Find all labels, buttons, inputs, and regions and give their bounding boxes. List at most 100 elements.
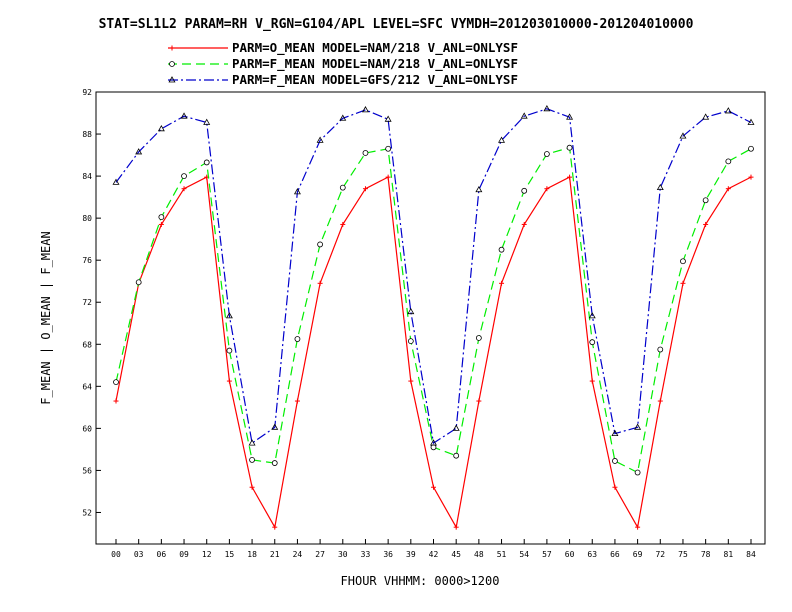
data-point: [702, 113, 710, 120]
data-point: [543, 151, 550, 157]
data-point: [407, 307, 415, 315]
data-point: [430, 439, 437, 446]
data-point: [181, 173, 187, 179]
data-point: [566, 113, 574, 120]
data-point: [157, 124, 165, 132]
chart-title: STAT=SL1L2 PARAM=RH V_RGN=G104/APL LEVEL…: [99, 17, 694, 32]
data-point: [293, 188, 301, 195]
data-point: [521, 187, 528, 194]
y-tick-label: 56: [82, 466, 92, 475]
data-point: [748, 145, 754, 152]
data-point: [158, 214, 165, 220]
x-tick-label: 12: [202, 550, 212, 559]
series-line: [115, 108, 752, 445]
data-point: [249, 457, 255, 463]
data-point: [180, 112, 188, 119]
x-tick-label: 36: [383, 550, 393, 559]
data-point: [612, 458, 618, 464]
x-tick-label: 63: [587, 550, 597, 559]
data-point: [385, 145, 392, 152]
y-tick-label: 52: [82, 508, 92, 517]
y-tick-label: 88: [82, 130, 92, 139]
x-tick-label: 66: [610, 550, 620, 559]
y-tick-label: 60: [82, 424, 92, 433]
x-tick-label: 42: [429, 550, 439, 559]
data-point: [135, 148, 143, 155]
x-tick-label: 27: [315, 550, 325, 559]
x-tick-label: 69: [633, 550, 643, 559]
x-tick-label: 54: [519, 550, 529, 559]
data-point: [135, 279, 142, 286]
data-point: [679, 132, 687, 139]
data-point: [475, 335, 482, 341]
data-point: [294, 336, 301, 342]
y-tick-label: 72: [82, 298, 92, 307]
y-tick-label: 84: [82, 172, 92, 181]
x-tick-label: 39: [406, 550, 416, 559]
series-2: [113, 144, 754, 476]
data-point: [657, 346, 664, 353]
y-tick-label: 76: [82, 256, 92, 265]
data-point: [634, 469, 641, 476]
data-point: [169, 61, 175, 67]
data-point: [168, 76, 176, 83]
data-point: [226, 347, 233, 354]
data-point: [453, 452, 460, 459]
x-tick-label: 00: [111, 550, 121, 559]
series-1: [113, 174, 754, 530]
legend-label: PARM=F_MEAN MODEL=GFS/212 V_ANL=ONLYSF: [232, 72, 518, 88]
data-point: [588, 312, 596, 319]
legend-label: PARM=F_MEAN MODEL=NAM/218 V_ANL=ONLYSF: [232, 56, 518, 72]
x-tick-label: 33: [361, 550, 371, 559]
data-point: [203, 118, 211, 125]
x-tick-label: 75: [678, 550, 688, 559]
data-point: [611, 429, 619, 437]
y-tick-label: 64: [82, 382, 92, 391]
data-point: [384, 115, 392, 122]
plot-frame: [95, 91, 766, 545]
series-layer: [112, 104, 755, 530]
x-tick-label: 57: [542, 550, 552, 559]
data-point: [747, 118, 755, 125]
data-point: [225, 312, 233, 319]
data-point: [113, 379, 119, 386]
data-point: [112, 178, 120, 185]
x-axis: 00 03 06 09 12 15 18 21 24 27 30 33 36 39 42 45 48 51 54 57…: [111, 539, 756, 559]
data-point: [589, 339, 596, 346]
x-tick-label: 72: [655, 550, 665, 559]
x-tick-label: 09: [179, 550, 189, 559]
x-tick-label: 21: [270, 550, 280, 559]
y-tick-label: 80: [82, 214, 92, 223]
data-point: [203, 159, 210, 166]
y-tick-label: 92: [82, 88, 92, 97]
x-tick-label: 78: [701, 550, 711, 559]
x-tick-label: 30: [338, 550, 348, 559]
x-tick-label: 15: [225, 550, 235, 559]
data-point: [361, 106, 369, 113]
data-point: [339, 114, 347, 121]
data-point: [316, 136, 324, 143]
data-point: [725, 158, 732, 165]
data-point: [566, 144, 573, 151]
data-point: [430, 444, 437, 451]
data-point: [271, 423, 279, 430]
x-tick-label: 45: [451, 550, 461, 559]
data-point: [452, 424, 460, 431]
x-tick-label: 24: [293, 550, 303, 559]
y-tick-label: 68: [82, 340, 92, 349]
data-point: [475, 185, 483, 193]
x-tick-label: 84: [746, 550, 756, 559]
data-point: [317, 241, 324, 248]
x-tick-label: 48: [474, 550, 484, 559]
data-point: [248, 439, 256, 446]
x-tick-label: 51: [497, 550, 507, 559]
data-point: [498, 246, 505, 253]
x-tick-label: 18: [247, 550, 257, 559]
data-point: [634, 423, 642, 430]
x-tick-label: 06: [157, 550, 167, 559]
x-axis-label: FHOUR VHHMM: 0000>1200: [341, 574, 500, 588]
data-point: [498, 136, 506, 143]
y-axis: 52 56 60 64 68 72 76 80 84 88 92: [82, 88, 101, 517]
legend: PARM=O_MEAN MODEL=NAM/218 V_ANL=ONLYSFPA…: [168, 40, 518, 88]
